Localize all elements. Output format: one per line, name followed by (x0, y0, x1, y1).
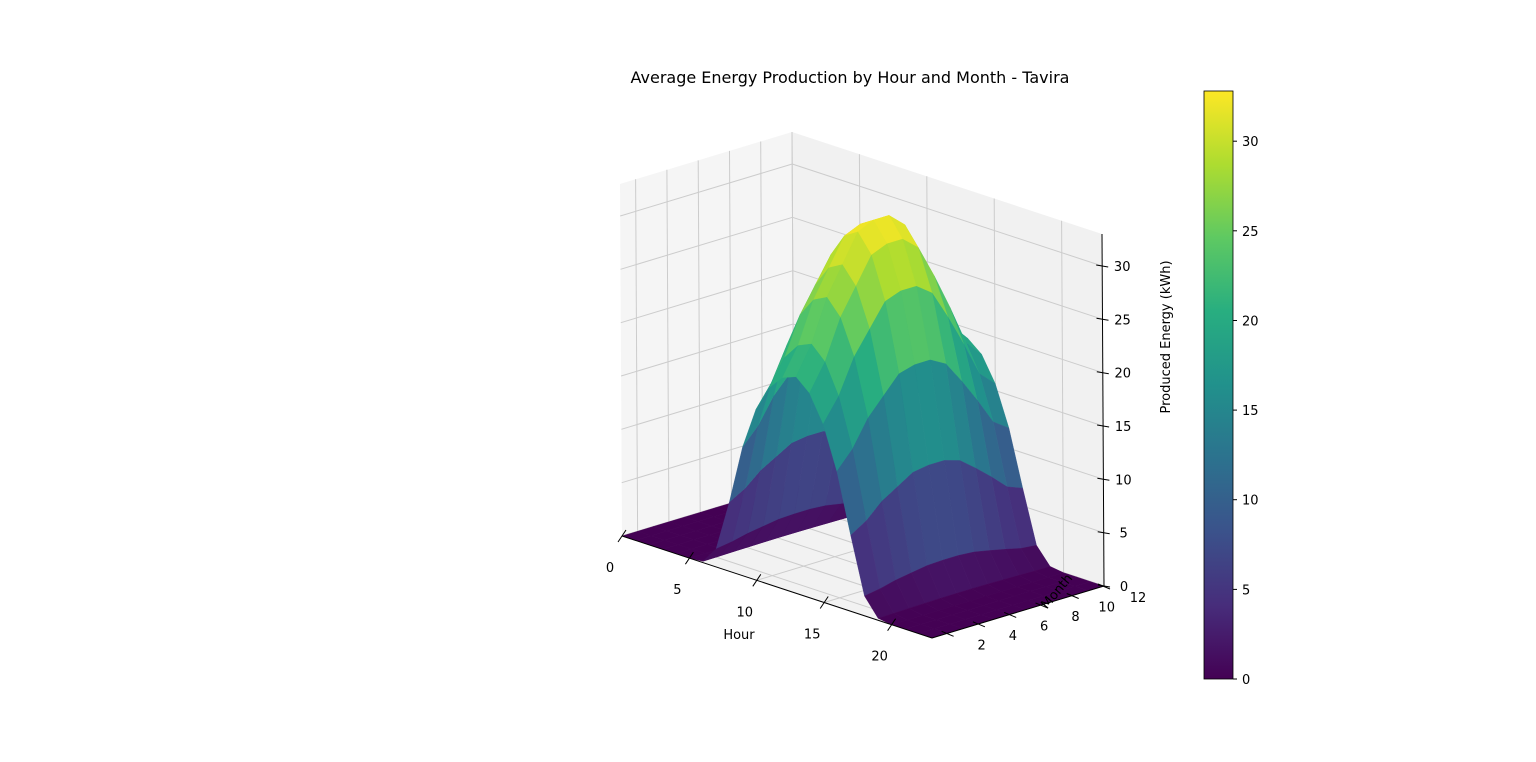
z-tick-mark (1096, 371, 1109, 375)
z-tick-label: 15 (1115, 420, 1132, 435)
chart-title: Average Energy Production by Hour and Mo… (631, 68, 1070, 87)
z-tick-mark (1097, 424, 1110, 428)
gridline (620, 270, 793, 324)
y-tick-mark (1004, 611, 1017, 618)
y-tick-mark (972, 621, 986, 628)
z-axis-line (1101, 233, 1105, 587)
gridline (620, 323, 794, 377)
y-tick-label: 8 (1071, 610, 1079, 625)
colorbar-tick-label: 25 (1242, 225, 1259, 240)
colorbar-tick-label: 10 (1242, 494, 1259, 509)
y-tick-label: 6 (1040, 619, 1048, 634)
z-tick-label: 30 (1114, 260, 1131, 275)
x-tick-mark (819, 596, 829, 609)
y-tick-label: 2 (977, 638, 985, 653)
x-tick-mark (752, 574, 762, 587)
x-axis-label: Hour (723, 628, 755, 643)
y-tick-label: 10 (1098, 601, 1115, 616)
axes-lines (621, 233, 1105, 639)
colorbar-tick-label: 0 (1242, 673, 1250, 688)
gridline (1061, 220, 1065, 573)
x-tick-label: 0 (606, 561, 614, 576)
x-tick-mark (887, 618, 897, 631)
z-tick-mark (1096, 317, 1109, 321)
z-tick-label: 5 (1120, 527, 1128, 542)
gridline (697, 160, 701, 513)
z-tick-label: 0 (1120, 580, 1128, 595)
z-tick-mark (1097, 531, 1110, 535)
colorbar-tick-label: 15 (1242, 404, 1259, 419)
colorbar-tick-label: 30 (1242, 135, 1259, 150)
x-tick-mark (684, 551, 694, 565)
colorbar-tick-label: 20 (1242, 315, 1259, 330)
gridline (620, 216, 793, 270)
colorbar-tick-label: 5 (1242, 583, 1250, 598)
z-tick-label: 25 (1114, 313, 1131, 328)
z-tick-mark (1097, 584, 1111, 588)
z-tick-mark (1096, 264, 1109, 268)
z-tick-mark (1097, 477, 1110, 481)
x-axis-line (621, 535, 933, 639)
gridline (621, 376, 794, 430)
z-tick-label: 10 (1115, 473, 1132, 488)
x-tick-label: 15 (804, 628, 821, 643)
gridline (620, 163, 793, 217)
gridline (729, 150, 732, 503)
y-tick-label: 4 (1009, 629, 1017, 644)
gridline (792, 216, 1103, 320)
colorbar (1203, 90, 1234, 680)
y-tick-mark (941, 630, 954, 637)
gridline (666, 169, 670, 522)
y-axis-line (931, 585, 1105, 639)
surface-plot (621, 214, 1105, 639)
z-tick-label: 20 (1115, 367, 1132, 382)
x-tick-mark (617, 529, 627, 543)
y-tick-label: 12 (1130, 591, 1147, 606)
colorbar-ticks: 0 5 10 15 20 25 30 (1233, 135, 1259, 688)
gridline (635, 179, 639, 532)
y-tick-mark (1066, 593, 1079, 599)
y-tick-mark (1035, 602, 1048, 609)
x-tick-label: 10 (737, 605, 754, 620)
z-axis-label: Produced Energy (kWh) (1159, 260, 1174, 413)
x-tick-label: 5 (673, 583, 681, 598)
gridline (792, 163, 1103, 267)
x-tick-label: 20 (871, 650, 888, 665)
